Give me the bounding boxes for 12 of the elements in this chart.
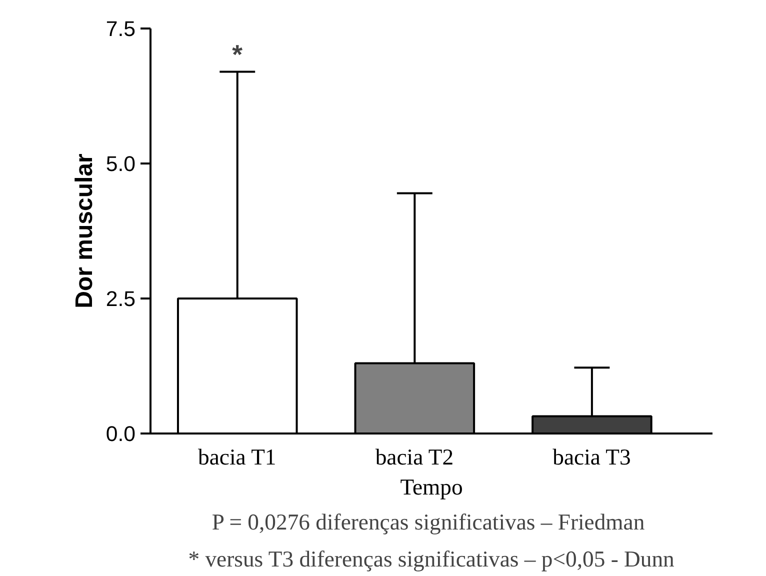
text: P = 0,0276 diferenças significativas – Friedman: [212, 510, 645, 534]
y-tick-label: 5.0: [106, 152, 136, 176]
x-tick-label: bacia T1: [198, 444, 276, 470]
y-tick-label: 2.5: [106, 287, 136, 311]
y-tick-label: 0.0: [106, 422, 136, 446]
x-tick-label: bacia T2: [375, 444, 454, 470]
y-axis-title: Dor muscular: [70, 154, 98, 308]
x-tick-label: bacia T3: [552, 444, 631, 470]
annotation: *: [232, 40, 244, 70]
y-tick-label: 7.5: [106, 17, 136, 41]
text: * versus T3 diferenças significativas – p<0,05 - Dunn: [188, 546, 674, 572]
x-axis-title: Tempo: [400, 474, 463, 500]
